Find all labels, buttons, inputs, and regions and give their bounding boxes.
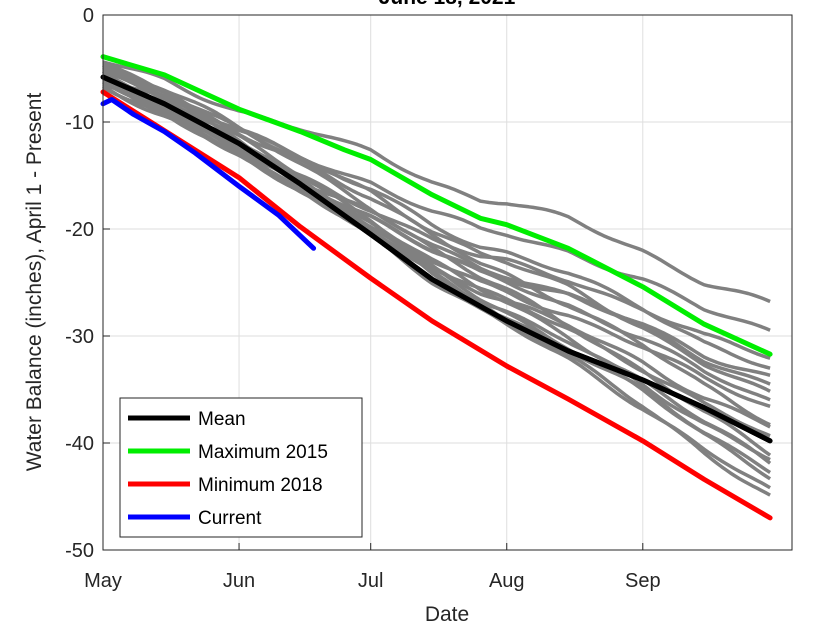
y-tick-label: -10 [65,112,94,134]
series-line-minimum-2018 [100,89,773,521]
y-axis-label: Water Balance (inches), April 1 - Presen… [23,93,46,472]
legend-label-maximum-2015: Maximum 2015 [198,442,328,463]
legend-label-current: Current [198,508,262,529]
legend: Mean Maximum 2015 Minimum 2018 Current [119,397,363,538]
historical-year-line [102,60,771,304]
historical-year-line [102,61,772,457]
highlighted-series [100,54,773,521]
historical-year-line [102,65,771,393]
legend-box [119,397,363,538]
legend-label-minimum-2018: Minimum 2018 [198,475,323,496]
y-tick-label: -50 [65,540,94,562]
historical-year-line [102,84,771,408]
x-tick-label: Aug [489,570,525,592]
x-tick-label: May [84,570,122,592]
y-tick-label: -20 [65,219,94,241]
historical-year-line [102,69,772,465]
x-axis-label: Date [425,603,469,626]
plot-frame [102,14,793,551]
historical-year-line [102,76,772,474]
x-tick-label: Sep [625,570,661,592]
x-tick-label: Jul [358,570,384,592]
y-tick-label: -40 [65,433,94,455]
axis-ticks: May Jun Jul Aug Sep 0 -10 -20 -30 -40 -50 [65,5,660,592]
historical-year-line [102,74,771,438]
x-tick-label: Jun [223,570,255,592]
y-tick-label: -30 [65,326,94,348]
y-tick-label: 0 [83,5,94,27]
series-line-maximum-2015 [100,54,773,357]
historical-years-series [102,60,772,497]
historical-year-line [102,63,771,427]
series-line-current [100,97,317,251]
chart-title: June 18, 2021 [379,0,516,9]
series-line-mean-top [102,74,772,444]
legend-label-mean: Mean [198,409,246,430]
